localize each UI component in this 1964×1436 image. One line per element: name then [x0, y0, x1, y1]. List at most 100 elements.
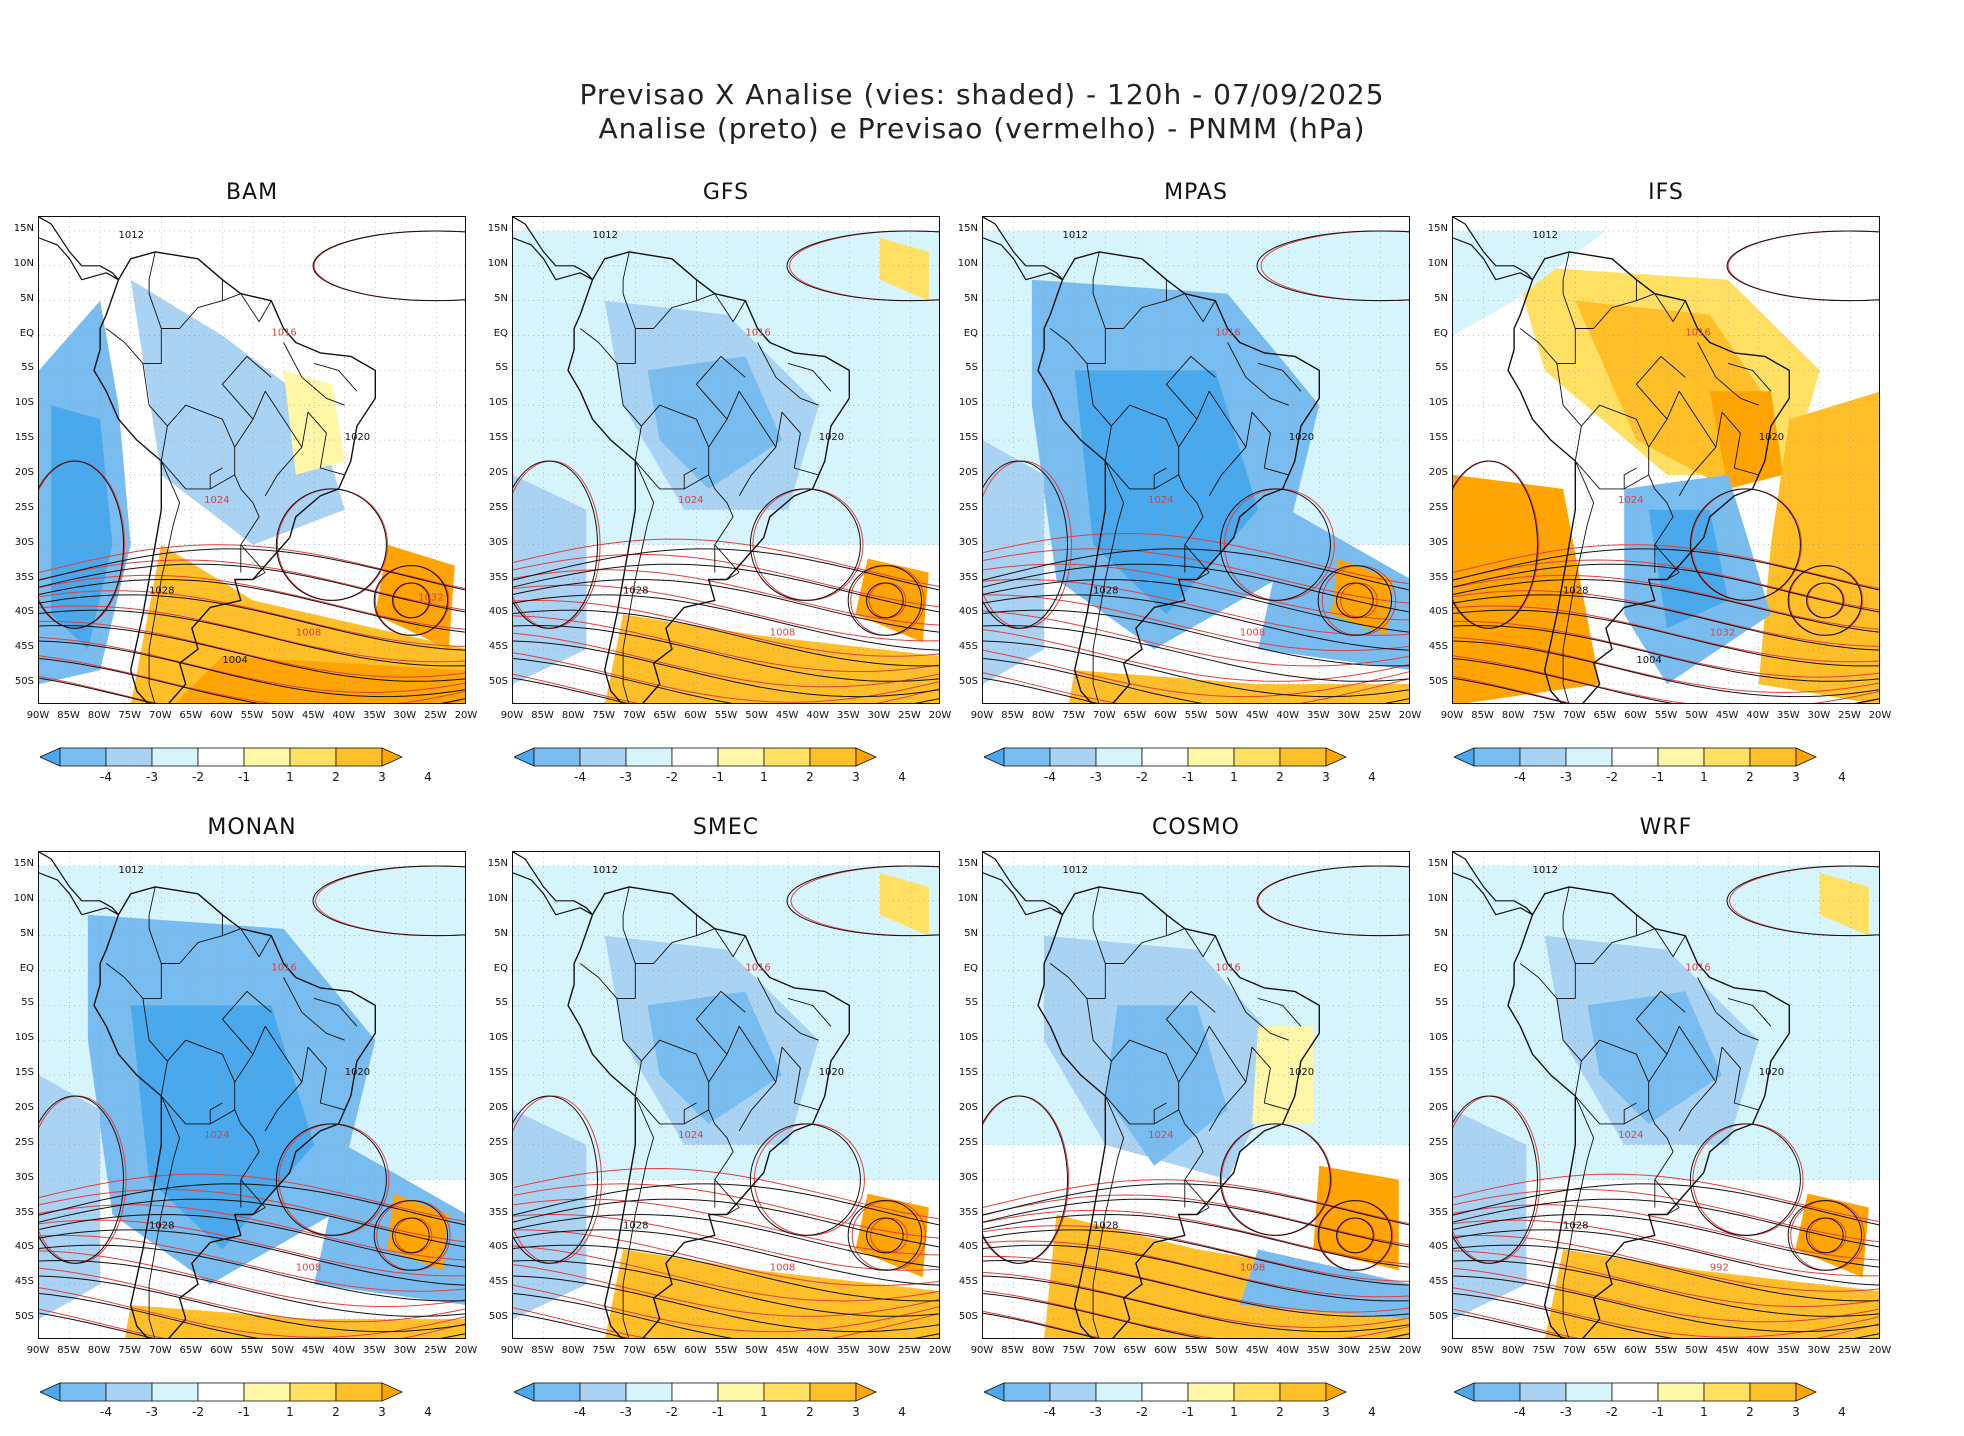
lon-tick-label: 30W	[867, 710, 891, 721]
lon-tick-label: 25W	[1838, 1345, 1861, 1356]
analysis-isobars	[513, 865, 939, 1338]
colorbar-segment	[1749, 1382, 1797, 1402]
lat-tick-label: 50S	[14, 676, 34, 688]
lat-tick-label: 5N	[964, 292, 978, 304]
lat-tick-label: 35S	[14, 571, 34, 583]
lon-tick-label: 70W	[148, 710, 172, 721]
lon-tick-label: 20W	[928, 1345, 952, 1356]
colorbar-segment	[335, 1382, 383, 1402]
lat-tick-label: 15N	[957, 222, 978, 234]
isobar-labels: 1012 1016 1020 1024 1028 1008 1004 1032	[118, 230, 443, 666]
colorbar-arrow-left	[1454, 747, 1475, 767]
colorbar-segment	[1141, 1382, 1189, 1402]
colorbar-label: 3	[852, 770, 860, 784]
lat-tick-label: 5N	[20, 927, 34, 939]
lat-tick-label: 5N	[1434, 927, 1448, 939]
lon-tick-label: 90W	[500, 710, 524, 721]
colorbar-label: 2	[806, 1405, 814, 1419]
lat-tick-label: 20S	[14, 466, 34, 478]
colorbar-segment	[1703, 1382, 1751, 1402]
lat-tick-label: 35S	[1428, 1206, 1448, 1218]
coastlines	[39, 217, 376, 703]
colorbar-label: 1	[1230, 1405, 1238, 1419]
colorbar-segment	[1279, 747, 1327, 767]
isobar-labels: 1012 1016 1020 1024 1028 1008	[1062, 865, 1314, 1273]
colorbar-arrow-left	[984, 1382, 1005, 1402]
lat-tick-label: 45S	[1428, 641, 1448, 653]
lon-tick-label: 60W	[1154, 710, 1177, 721]
lat-tick-label: 45S	[488, 641, 508, 653]
lat-tick-label: 15S	[488, 432, 508, 444]
isobar-label: 1024	[1618, 495, 1643, 506]
lat-tick-label: 5N	[494, 927, 508, 939]
lon-tick-label: 50W	[745, 710, 768, 721]
coastlines	[513, 852, 850, 1338]
lon-tick-label: 60W	[210, 710, 233, 721]
colorbar-arrow-left	[514, 747, 535, 767]
isobar-label: 1016	[1685, 963, 1710, 974]
lat-tick-label: EQ	[963, 962, 978, 974]
colorbar-label: 2	[1746, 770, 1754, 784]
lat-tick-label: 20S	[488, 466, 508, 478]
lat-tick-label: 40S	[958, 1241, 978, 1253]
isobar-label: 1012	[592, 865, 617, 876]
lon-tick-label: 90W	[26, 1345, 50, 1356]
colorbar-segment	[1473, 1382, 1521, 1402]
lon-tick-label: 60W	[684, 710, 707, 721]
analysis-isobars	[39, 230, 465, 703]
lon-tick-label: 45W	[775, 710, 799, 721]
lon-tick-label: 30W	[393, 1345, 417, 1356]
lon-tick-label: 35W	[362, 710, 386, 721]
lat-tick-label: 25S	[14, 501, 34, 513]
lon-tick-label: 20W	[1868, 710, 1892, 721]
lat-tick-label: 30S	[1428, 1171, 1448, 1183]
lat-tick-label: 10S	[488, 397, 508, 409]
colorbar-segment	[1565, 1382, 1613, 1402]
isobar-label: 1024	[204, 495, 229, 506]
colorbar-segment	[1187, 1382, 1235, 1402]
map-area: 1012 1016 1020 1024 1028 1032 1004	[1452, 216, 1880, 704]
lat-tick-label: 15N	[13, 222, 34, 234]
lat-tick-label: 35S	[488, 1206, 508, 1218]
lat-tick-label: 10N	[957, 257, 978, 269]
map-area: 1012 1016 1020 1024 1028 1008	[512, 216, 940, 704]
colorbar-label: 1	[286, 770, 294, 784]
lat-tick-label: EQ	[19, 962, 34, 974]
lat-tick-label: 25S	[958, 1136, 978, 1148]
lon-tick-label: 30W	[1807, 1345, 1831, 1356]
isobar-label: 1028	[623, 1220, 648, 1231]
lat-tick-label: 5S	[21, 362, 34, 374]
lat-tick-label: EQ	[493, 962, 508, 974]
lon-tick-label: 40W	[1276, 710, 1300, 721]
lat-tick-label: 45S	[14, 641, 34, 653]
isobar-label: 1004	[1636, 655, 1661, 666]
figure-title-line1: Previsao X Analise (vies: shaded) - 120h…	[579, 78, 1385, 111]
map-panel-smec: SMEC 1012 1016 1020 1024 1028 1008 15N 10N 5N EQ 5S…	[474, 815, 952, 1425]
lon-tick-label: 40W	[1746, 1345, 1770, 1356]
lon-tick-label: 45W	[301, 1345, 325, 1356]
map-area: 1012 1016 1020 1024 1028 992	[1452, 851, 1880, 1339]
colorbar-segment	[1233, 1382, 1281, 1402]
colorbar-label: -1	[712, 770, 724, 784]
colorbar-segment	[1611, 747, 1659, 767]
lat-tick-label: 30S	[14, 536, 34, 548]
colorbar-segment	[717, 747, 765, 767]
colorbar-segment	[197, 747, 245, 767]
lon-tick-label: 90W	[1440, 1345, 1464, 1356]
isobar-label: 1032	[1710, 627, 1735, 638]
map-area: 1012 1016 1020 1024 1028 1008	[38, 851, 466, 1339]
lat-tick-label: 10N	[1427, 257, 1448, 269]
map-panel-mpas: MPAS 1012 1016 1020 1024 1028 1008 15N 10N 5N EQ 5S…	[944, 180, 1422, 790]
coastlines	[39, 852, 376, 1338]
lat-tick-label: 5S	[495, 997, 508, 1009]
lon-tick-label: 80W	[1501, 1345, 1525, 1356]
colorbar-label: 3	[378, 770, 386, 784]
lon-tick-label: 90W	[970, 1345, 994, 1356]
lon-tick-label: 85W	[531, 1345, 554, 1356]
lat-tick-label: 50S	[958, 676, 978, 688]
panel-title: WRF	[1639, 815, 1693, 840]
lon-tick-label: 45W	[1245, 710, 1269, 721]
bias-shading	[983, 230, 1409, 703]
colorbar-label: 2	[332, 770, 340, 784]
isobar-label: 1016	[745, 963, 770, 974]
